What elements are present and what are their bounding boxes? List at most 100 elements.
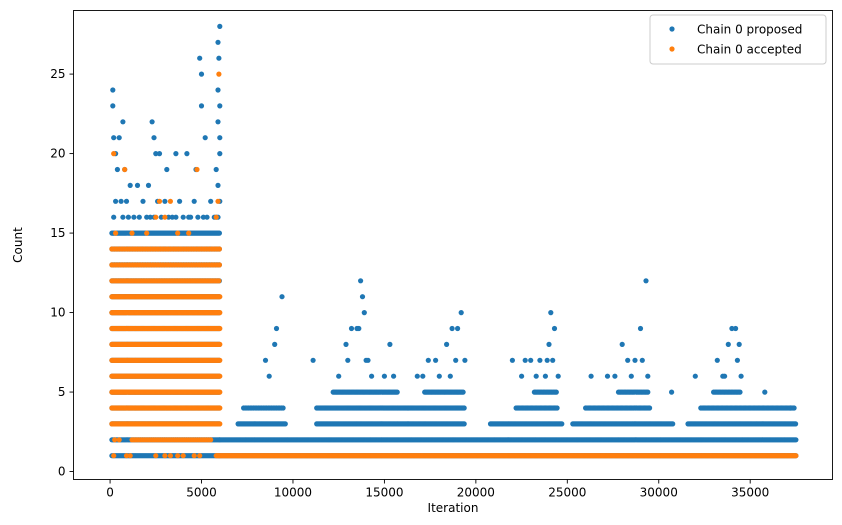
proposed-point	[632, 357, 638, 363]
proposed-point	[136, 214, 142, 220]
proposed-point	[533, 373, 539, 379]
proposed-point	[123, 198, 130, 204]
proposed-point	[120, 214, 126, 220]
proposed-point	[110, 103, 116, 109]
proposed-point	[114, 166, 120, 173]
proposed-point	[144, 214, 150, 220]
proposed-point	[455, 325, 461, 332]
accepted-point	[217, 341, 223, 347]
proposed-point	[444, 341, 450, 347]
proposed-point	[762, 389, 768, 395]
accepted-point	[217, 405, 223, 411]
proposed-point	[266, 373, 272, 379]
proposed-point	[425, 357, 431, 363]
accepted-point	[216, 262, 222, 268]
proposed-point	[692, 373, 698, 379]
proposed-point	[358, 278, 364, 284]
proposed-point	[147, 214, 153, 220]
proposed-point	[310, 357, 316, 363]
proposed-point	[544, 357, 550, 363]
proposed-point	[348, 325, 355, 332]
accepted-point	[216, 246, 222, 252]
proposed-point	[169, 214, 175, 220]
proposed-point	[461, 405, 467, 411]
proposed-point	[625, 357, 631, 363]
proposed-point	[149, 119, 155, 125]
proposed-point	[180, 214, 186, 220]
proposed-point	[118, 198, 124, 204]
proposed-point	[722, 373, 728, 379]
proposed-point	[551, 325, 558, 332]
proposed-point	[162, 198, 168, 204]
proposed-point	[184, 151, 190, 157]
accepted-point	[217, 389, 223, 395]
accepted-point	[217, 357, 223, 363]
proposed-point	[200, 214, 206, 220]
proposed-point	[156, 151, 163, 157]
proposed-point	[158, 214, 164, 220]
proposed-point	[202, 135, 208, 141]
proposed-point	[734, 357, 741, 363]
proposed-point	[604, 373, 611, 379]
proposed-point	[414, 373, 420, 379]
proposed-point	[125, 214, 131, 220]
proposed-point	[729, 325, 735, 332]
proposed-point	[793, 421, 799, 427]
proposed-point	[387, 341, 393, 347]
proposed-point	[449, 325, 455, 332]
proposed-point	[145, 182, 152, 188]
accepted-point	[217, 294, 223, 300]
proposed-point	[191, 198, 197, 204]
proposed-point	[273, 325, 280, 332]
proposed-point	[542, 373, 549, 379]
proposed-point	[458, 310, 464, 316]
proposed-point	[197, 55, 203, 61]
proposed-point	[509, 357, 515, 363]
proposed-point	[528, 357, 534, 363]
proposed-point	[725, 341, 731, 347]
proposed-point	[787, 405, 794, 411]
proposed-point	[628, 373, 634, 379]
proposed-point	[553, 389, 559, 395]
proposed-point	[461, 421, 467, 427]
proposed-point	[645, 389, 651, 395]
proposed-point	[153, 151, 159, 157]
proposed-point	[394, 389, 400, 395]
proposed-point	[737, 389, 743, 395]
accepted-point	[217, 421, 223, 427]
accepted-point	[217, 310, 223, 316]
proposed-point	[460, 389, 466, 395]
proposed-point	[738, 373, 744, 379]
proposed-point	[361, 310, 367, 316]
proposed-point	[336, 373, 342, 379]
proposed-point	[177, 198, 183, 204]
proposed-point	[554, 405, 560, 411]
proposed-point	[116, 135, 122, 141]
proposed-point	[391, 373, 397, 379]
proposed-point	[639, 357, 645, 363]
proposed-point	[111, 214, 117, 220]
proposed-point	[714, 357, 720, 363]
proposed-point	[447, 373, 453, 379]
proposed-point	[420, 373, 426, 379]
proposed-point	[612, 373, 618, 379]
proposed-point	[645, 373, 651, 379]
proposed-point	[173, 151, 179, 157]
proposed-point	[559, 421, 565, 427]
proposed-point	[365, 357, 371, 363]
proposed-point	[736, 341, 742, 347]
proposed-point	[131, 214, 137, 220]
proposed-point	[546, 341, 552, 347]
proposed-point	[198, 71, 205, 77]
proposed-point	[462, 357, 468, 363]
proposed-point	[356, 325, 362, 332]
proposed-point	[647, 405, 653, 411]
proposed-point	[215, 39, 221, 45]
proposed-point	[381, 373, 387, 379]
proposed-point	[216, 55, 222, 61]
proposed-point	[173, 214, 179, 220]
proposed-point	[166, 214, 172, 220]
accepted-point	[217, 373, 223, 379]
proposed-point	[279, 294, 285, 300]
